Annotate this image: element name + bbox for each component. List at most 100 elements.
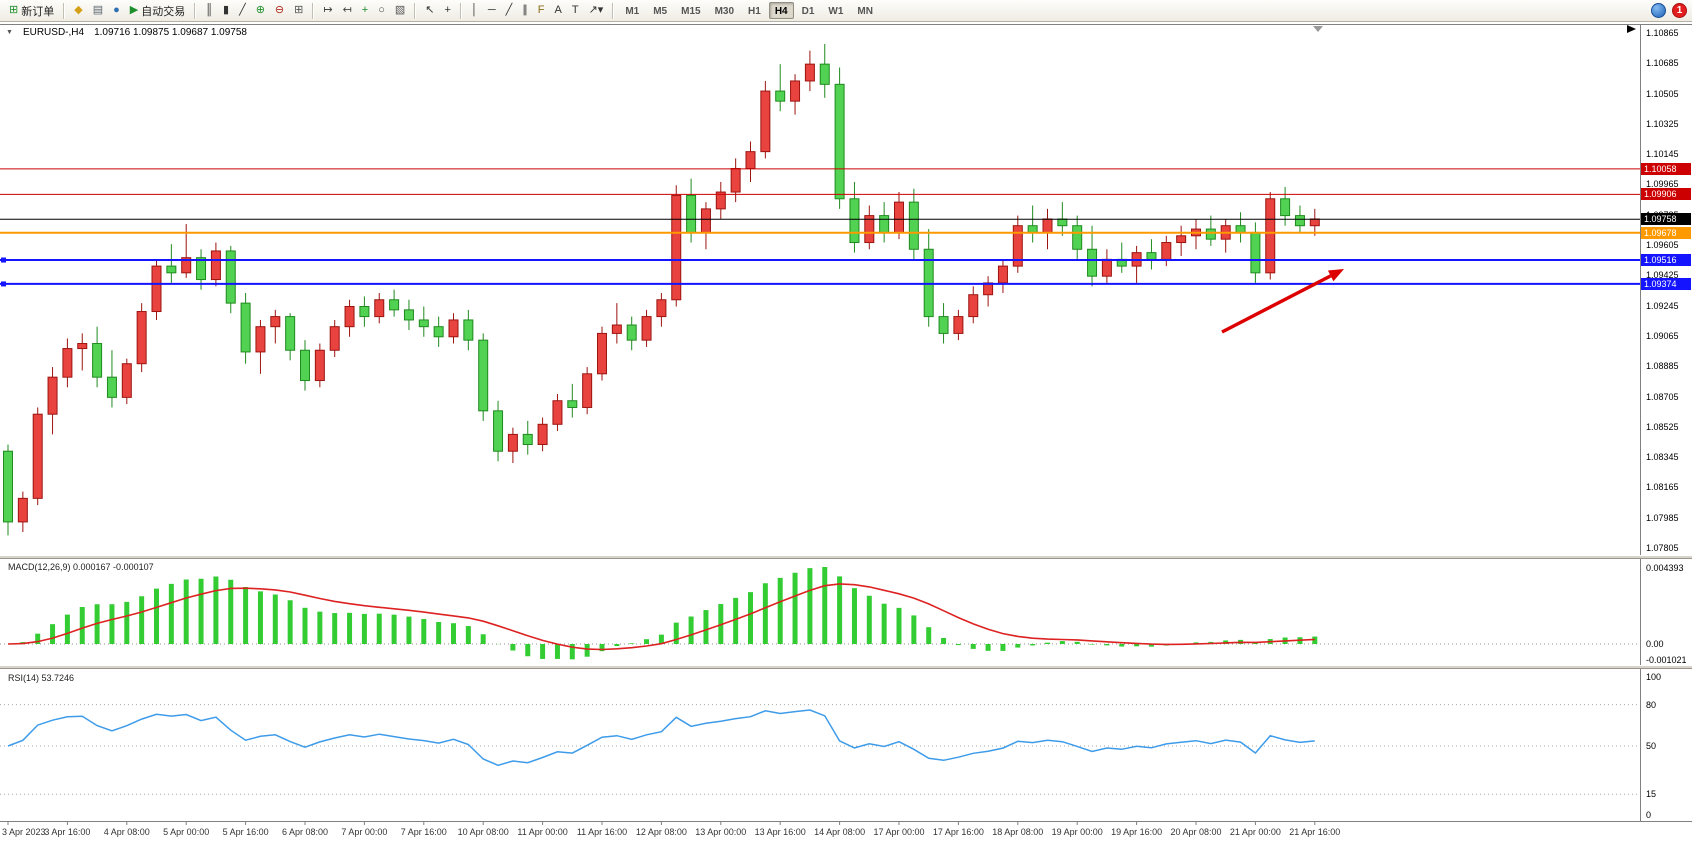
candle-body	[671, 194, 682, 301]
zoom-in-icon: ⊕	[255, 4, 265, 16]
line-handle[interactable]	[1, 257, 6, 263]
timeframe-h1-button[interactable]: H1	[748, 6, 761, 17]
trendline-button[interactable]: ╱	[501, 2, 518, 20]
chart-canvas[interactable]	[0, 22, 1692, 849]
timeframe-m5-button[interactable]: M5	[653, 6, 668, 17]
candle-body	[864, 215, 875, 244]
candle-body	[344, 305, 355, 328]
candle-body	[359, 305, 370, 318]
templates-button[interactable]: ▧	[390, 2, 410, 20]
rsi-label: RSI(14) 53.7246	[8, 673, 75, 683]
timeframe-d1-button[interactable]: D1	[801, 6, 815, 17]
toolbar: ⊞ 新订单 ◆ ▤ ● ▶ 自动交易 ║ ▮ ╱ ⊕ ⊖ ⊞ ↦ ↤ + ○ ▧ ↖ + │ ─ ╱ ∥ F A T ↗▾ M1 M5 M1…	[0, 0, 1692, 22]
metaeditor-button[interactable]: ◆	[69, 2, 87, 20]
vertical-line-button[interactable]: │	[466, 2, 483, 20]
candlestick-chart-button[interactable]: ▮	[218, 2, 234, 20]
candle-body	[225, 250, 236, 304]
line-handle[interactable]	[1, 281, 6, 287]
indicators-button[interactable]: +	[357, 2, 373, 20]
candles	[3, 43, 1320, 536]
tile-windows-button[interactable]: ⊞	[289, 2, 308, 20]
toolbar-separator	[312, 2, 315, 19]
autotrading-icon: ▶	[129, 4, 139, 16]
candle-body	[32, 413, 43, 499]
arrow-annotation-head[interactable]	[1327, 269, 1344, 282]
candle-body	[106, 376, 117, 398]
timeframe-m15-button[interactable]: M15	[681, 6, 701, 17]
periods-button[interactable]: ○	[373, 2, 390, 20]
horizontal-line-button[interactable]: ─	[483, 2, 501, 20]
time-axis-label: 11 Apr 00:00	[517, 827, 568, 837]
chart-window: ▼ EURUSD-,H4 1.09716 1.09875 1.09687 1.0…	[0, 22, 1692, 849]
candle-body	[151, 265, 162, 313]
candle-body	[552, 400, 563, 425]
cursor-button[interactable]: ↖	[420, 2, 439, 20]
auto-scroll-button[interactable]: ↦	[318, 2, 337, 20]
candle-body	[374, 299, 385, 318]
text-label-button[interactable]: T	[567, 2, 584, 20]
toolbar-separator	[612, 2, 615, 19]
candle-body	[507, 433, 518, 452]
candle-body	[314, 349, 325, 382]
text-icon: A	[554, 4, 562, 16]
time-axis-label: 3 Apr 16:00	[44, 827, 91, 837]
text-label-icon: T	[571, 4, 579, 16]
time-axis-label: 17 Apr 16:00	[932, 827, 984, 837]
print-button[interactable]: ▤	[88, 2, 108, 20]
cursor-icon: ↖	[425, 4, 435, 16]
new-order-button[interactable]: ⊞ 新订单	[4, 2, 59, 20]
candle-body	[790, 80, 801, 102]
time-axis-label: 21 Apr 16:00	[1289, 827, 1341, 837]
timeframe-w1-button[interactable]: W1	[828, 6, 844, 17]
panel-splitter-macd[interactable]	[0, 555, 1692, 559]
scroll-to-end-marker[interactable]	[1627, 25, 1636, 33]
chevron-down-icon[interactable]: ▼	[6, 29, 13, 36]
zoom-in-button[interactable]: ⊕	[251, 2, 270, 20]
line-chart-button[interactable]: ╱	[234, 2, 251, 20]
candle-body	[834, 83, 845, 200]
autotrading-button[interactable]: ▶ 自动交易	[125, 2, 190, 20]
bar-chart-button[interactable]: ║	[200, 2, 218, 20]
candle-body	[582, 373, 593, 408]
candle-body	[403, 309, 414, 321]
candle-body	[418, 319, 429, 328]
zoom-out-button[interactable]: ⊖	[270, 2, 289, 20]
notification-badge[interactable]: 1	[1672, 3, 1687, 18]
chart-shift-button[interactable]: ↤	[338, 2, 357, 20]
news-button[interactable]: ●	[108, 2, 125, 20]
crosshair-button[interactable]: +	[440, 2, 456, 20]
time-axis-label: 20 Apr 08:00	[1170, 827, 1222, 837]
candle-body	[1072, 225, 1083, 250]
print-icon: ▤	[92, 4, 104, 16]
candle-body	[567, 400, 578, 408]
candle-body	[329, 326, 340, 351]
text-button[interactable]: A	[549, 2, 566, 20]
candle-body	[17, 497, 28, 523]
bar-chart-icon: ║	[205, 4, 214, 16]
candle-body	[656, 299, 667, 318]
candle-body	[463, 319, 474, 341]
time-axis[interactable]: 3 Apr 2023 3 Apr 16:00 4 Apr 08:00 5 Apr 00…	[0, 22, 1692, 849]
candle-body	[181, 257, 192, 274]
timeframe-h4-button[interactable]: H4	[768, 2, 794, 19]
time-axis-label: 4 Apr 08:00	[103, 827, 150, 837]
candle-body	[804, 63, 815, 82]
timeframe-m30-button[interactable]: M30	[714, 6, 735, 17]
community-icon[interactable]	[1651, 3, 1666, 18]
panel-splitter-rsi[interactable]	[0, 665, 1692, 669]
arrow-annotation[interactable]	[1221, 274, 1332, 334]
candle-body	[715, 191, 726, 210]
candle-body	[760, 90, 771, 153]
arrows-dropdown-icon: ↗▾	[588, 4, 604, 16]
candle-body	[210, 250, 221, 281]
fibonacci-button[interactable]: F	[533, 2, 550, 20]
new-order-button-label: 新订单	[21, 5, 55, 18]
chart-ohlc-readout: 1.09716 1.09875 1.09687 1.09758	[94, 27, 247, 38]
timeframe-m1-button[interactable]: M1	[625, 6, 640, 17]
arrows-dropdown-button[interactable]: ↗▾	[584, 2, 609, 20]
equidistant-channel-button[interactable]: ∥	[517, 2, 533, 20]
time-axis-label: 18 Apr 08:00	[992, 827, 1044, 837]
candle-body	[389, 299, 400, 311]
timeframe-mn-button[interactable]: MN	[857, 6, 873, 17]
candle-body	[1087, 248, 1098, 277]
